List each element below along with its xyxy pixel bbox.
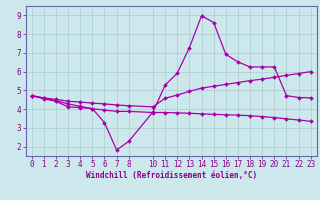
X-axis label: Windchill (Refroidissement éolien,°C): Windchill (Refroidissement éolien,°C) [86,171,257,180]
